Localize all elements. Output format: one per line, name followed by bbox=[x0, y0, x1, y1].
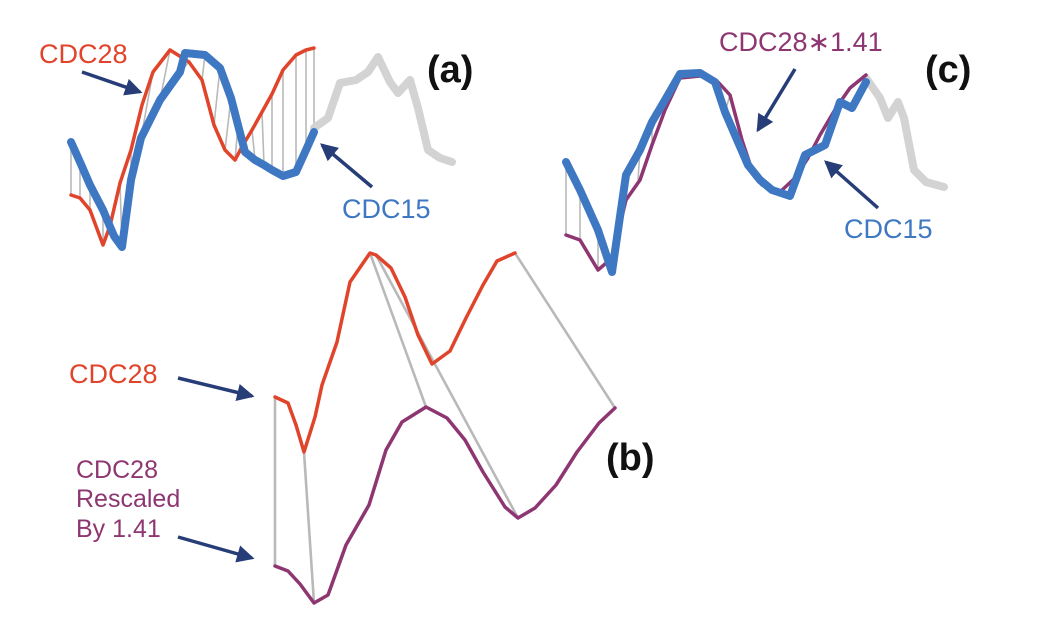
panel-a: CDC28 CDC15 (a) bbox=[39, 39, 473, 251]
panel-c: CDC28∗1.41 CDC15 (c) bbox=[562, 27, 971, 276]
panel-b-rescaled-label-line2: Rescaled bbox=[76, 485, 180, 513]
panel-c-rescaled-curve bbox=[564, 73, 868, 272]
panel-a-cdc28-label: CDC28 bbox=[39, 39, 128, 69]
panel-b: CDC28 CDC28 Rescaled By 1.41 (b) bbox=[69, 251, 655, 605]
panel-c-rescaled-arrow bbox=[756, 68, 797, 133]
panel-c-tag: (c) bbox=[925, 49, 971, 91]
panel-b-tag: (b) bbox=[606, 437, 655, 479]
panel-b-rescaled-arrow bbox=[177, 535, 255, 563]
panel-b-rescaled-label-line3: By 1.41 bbox=[76, 515, 161, 543]
panel-b-warp-lines bbox=[273, 252, 617, 604]
panel-c-rescaled-label: CDC28∗1.41 bbox=[719, 27, 883, 57]
panel-b-cdc28-arrow bbox=[177, 376, 255, 401]
panel-a-cdc15-label: CDC15 bbox=[342, 194, 431, 224]
panel-a-cdc15-continuation bbox=[310, 53, 456, 166]
panel-c-cdc15-arrow bbox=[824, 160, 880, 210]
panel-a-cdc28-curve bbox=[69, 46, 316, 247]
panel-a-cdc15-arrow bbox=[319, 143, 374, 189]
panel-b-rescaled-label-line1: CDC28 bbox=[76, 456, 158, 484]
panel-c-cdc15-continuation bbox=[862, 74, 948, 191]
panel-a-cdc15-curve bbox=[67, 49, 318, 251]
panel-c-cdc15-label: CDC15 bbox=[844, 214, 933, 244]
panel-b-cdc28-curve bbox=[273, 251, 517, 454]
panel-a-cdc28-arrow bbox=[81, 70, 143, 96]
panel-a-tag: (a) bbox=[427, 49, 473, 91]
panel-c-cdc15-curve bbox=[562, 69, 870, 276]
panel-b-rescaled-curve bbox=[273, 405, 617, 605]
panel-b-cdc28-label: CDC28 bbox=[69, 359, 158, 389]
